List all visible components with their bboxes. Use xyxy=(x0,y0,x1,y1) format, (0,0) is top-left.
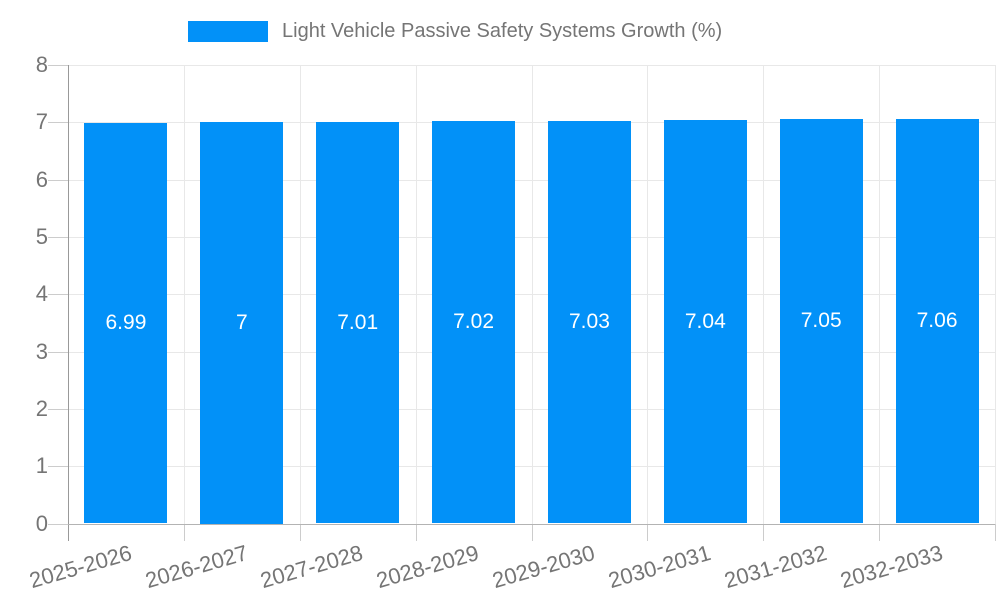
y-tick-label: 2 xyxy=(35,395,48,421)
bar-value-label: 7.03 xyxy=(569,310,610,334)
x-gridline xyxy=(415,65,417,524)
x-tick-label: 2027-2028 xyxy=(257,540,367,594)
y-axis-tick xyxy=(48,179,68,181)
x-gridline xyxy=(531,65,533,524)
y-tick-label: 8 xyxy=(35,52,48,77)
x-tick-label: 2025-2026 xyxy=(26,540,135,594)
y-axis-tick xyxy=(48,523,68,525)
legend-label: Light Vehicle Passive Safety Systems Gro… xyxy=(282,20,723,42)
y-axis-tick xyxy=(48,351,68,353)
y-axis-tick xyxy=(48,236,68,238)
x-axis-tick xyxy=(763,523,765,541)
bar[interactable]: 7.06 xyxy=(895,118,979,524)
x-axis-line xyxy=(68,523,995,525)
y-tick-label: 4 xyxy=(35,281,48,307)
legend-swatch xyxy=(188,21,268,42)
y-tick-label: 6 xyxy=(35,166,48,192)
y-tick-label: 5 xyxy=(35,223,48,249)
x-tick-label: 2031-2032 xyxy=(721,540,830,594)
y-tick-label: 3 xyxy=(35,338,48,364)
y-axis-tick xyxy=(48,408,68,410)
y-tick-label: 1 xyxy=(35,453,48,479)
x-tick-label: 2026-2027 xyxy=(142,540,251,594)
y-axis-tick xyxy=(48,65,68,66)
bar[interactable]: 7.04 xyxy=(663,120,747,524)
y-tick-label: 0 xyxy=(35,510,48,536)
bar-value-label: 7.02 xyxy=(453,310,494,334)
bar[interactable]: 7 xyxy=(200,122,284,524)
legend-item[interactable]: Light Vehicle Passive Safety Systems Gro… xyxy=(188,20,722,43)
y-axis-line xyxy=(68,65,69,541)
x-axis-tick xyxy=(531,523,533,541)
bar[interactable]: 6.99 xyxy=(84,122,168,524)
y-axis-tick xyxy=(48,466,68,468)
bar-value-label: 6.99 xyxy=(105,311,147,335)
x-axis-tick xyxy=(647,523,649,541)
x-gridline xyxy=(763,65,765,524)
x-axis-tick xyxy=(299,523,301,541)
bar[interactable]: 7.03 xyxy=(547,120,631,524)
x-gridline xyxy=(995,65,996,524)
bar-value-label: 7.06 xyxy=(916,309,958,333)
bar-value-label: 7.05 xyxy=(800,309,842,333)
x-gridline xyxy=(647,65,649,524)
x-gridline xyxy=(299,65,301,524)
y-axis-tick xyxy=(48,294,68,296)
x-tick-label: 2030-2031 xyxy=(605,540,714,594)
x-tick-label: 2028-2029 xyxy=(373,540,482,594)
x-tick-label: 2032-2033 xyxy=(837,540,946,594)
x-gridline xyxy=(183,65,185,524)
x-axis-tick xyxy=(995,523,996,541)
bar-value-label: 7.04 xyxy=(684,309,726,333)
x-gridline xyxy=(879,65,881,524)
x-axis-tick xyxy=(183,523,185,541)
y-axis-tick xyxy=(48,122,68,124)
bar[interactable]: 7.02 xyxy=(432,121,516,524)
bar[interactable]: 7.01 xyxy=(316,121,400,524)
bar-value-label: 7 xyxy=(235,310,248,334)
x-axis-tick xyxy=(415,523,417,541)
bar[interactable]: 7.05 xyxy=(779,119,863,524)
y-tick-label: 7 xyxy=(35,109,48,135)
x-axis-tick xyxy=(879,523,881,541)
x-tick-label: 2029-2030 xyxy=(489,540,598,594)
bar-value-label: 7.01 xyxy=(337,310,379,334)
